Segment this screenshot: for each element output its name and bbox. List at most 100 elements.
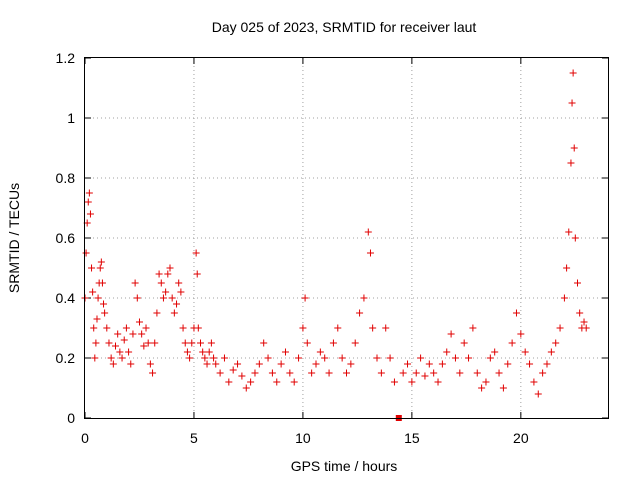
data-point [325, 369, 333, 377]
data-point [491, 348, 499, 356]
data-point [194, 324, 202, 332]
plot-frame [84, 57, 609, 419]
data-point [109, 360, 117, 368]
data-point [127, 360, 135, 368]
data-point [290, 378, 298, 386]
y-tick-label: 0.8 [56, 170, 76, 186]
data-point [229, 366, 237, 374]
data-point [277, 360, 285, 368]
data-point [421, 372, 429, 380]
data-point [142, 324, 150, 332]
x-axis-label: GPS time / hours [291, 458, 398, 474]
x-tick-label: 5 [190, 430, 198, 446]
data-point [177, 288, 185, 296]
data-point [216, 369, 224, 377]
data-point [343, 369, 350, 377]
data-point [281, 348, 289, 356]
data-point [447, 330, 455, 338]
data-point [205, 348, 213, 356]
data-point [264, 354, 272, 362]
data-point [192, 249, 200, 257]
data-point [399, 369, 407, 377]
data-point [569, 69, 577, 77]
data-point [404, 360, 412, 368]
data-point [90, 324, 98, 332]
data-point [234, 360, 242, 368]
data-point [96, 264, 104, 272]
data-point [86, 210, 94, 218]
data-point [273, 378, 281, 386]
data-point [203, 360, 211, 368]
data-point [129, 330, 137, 338]
y-tick-label: 0.6 [56, 230, 76, 246]
x-tick-label: 20 [513, 430, 529, 446]
data-point [114, 330, 122, 338]
data-point [456, 369, 464, 377]
data-point [565, 228, 573, 236]
data-point [170, 309, 178, 317]
data-point [193, 270, 201, 278]
data-point [162, 288, 170, 296]
data-point [356, 309, 364, 317]
data-point [443, 348, 451, 356]
data-point [97, 258, 105, 266]
data-point [186, 354, 194, 362]
data-point [93, 315, 101, 323]
data-point [105, 339, 113, 347]
data-point [94, 294, 102, 302]
data-point [301, 294, 309, 302]
data-point [88, 264, 96, 272]
y-tick-label: 0 [67, 410, 75, 426]
data-point [334, 324, 342, 332]
data-point [82, 249, 90, 257]
data-point [207, 339, 215, 347]
data-point [138, 330, 146, 338]
data-point [373, 354, 381, 362]
data-point [430, 369, 438, 377]
data-point [508, 339, 516, 347]
data-point [495, 369, 503, 377]
data-point [183, 348, 191, 356]
data-point [567, 159, 575, 167]
data-point [303, 339, 311, 347]
y-tick-label: 0.4 [56, 290, 76, 306]
data-points [81, 69, 590, 421]
data-point [210, 354, 218, 362]
data-point [196, 339, 204, 347]
data-point [131, 279, 139, 287]
data-point [582, 324, 590, 332]
data-point [212, 360, 220, 368]
data-point [299, 324, 307, 332]
data-point [552, 339, 560, 347]
data-point [571, 234, 579, 242]
data-point [84, 198, 92, 206]
data-point [543, 360, 551, 368]
data-point [251, 369, 259, 377]
data-point [425, 360, 433, 368]
data-point [286, 369, 294, 377]
data-point [580, 318, 588, 326]
data-point [103, 324, 111, 332]
data-point [316, 348, 324, 356]
x-tick-label: 10 [295, 430, 311, 446]
y-axis-label: SRMTID / TECUs [6, 183, 22, 293]
data-point [199, 348, 207, 356]
data-point [116, 348, 124, 356]
data-point [295, 354, 303, 362]
data-point [364, 228, 372, 236]
data-point [369, 324, 377, 332]
data-point [247, 378, 255, 386]
data-point [473, 369, 481, 377]
data-point [347, 360, 355, 368]
chart-title: Day 025 of 2023, SRMTID for receiver lau… [212, 19, 477, 35]
data-point [107, 354, 115, 362]
data-point [486, 354, 494, 362]
data-point [151, 339, 159, 347]
data-point [122, 324, 130, 332]
data-point [242, 384, 250, 392]
data-point [351, 339, 359, 347]
data-point [112, 342, 120, 350]
data-point [360, 294, 368, 302]
data-point [568, 99, 576, 107]
data-point [120, 336, 128, 344]
